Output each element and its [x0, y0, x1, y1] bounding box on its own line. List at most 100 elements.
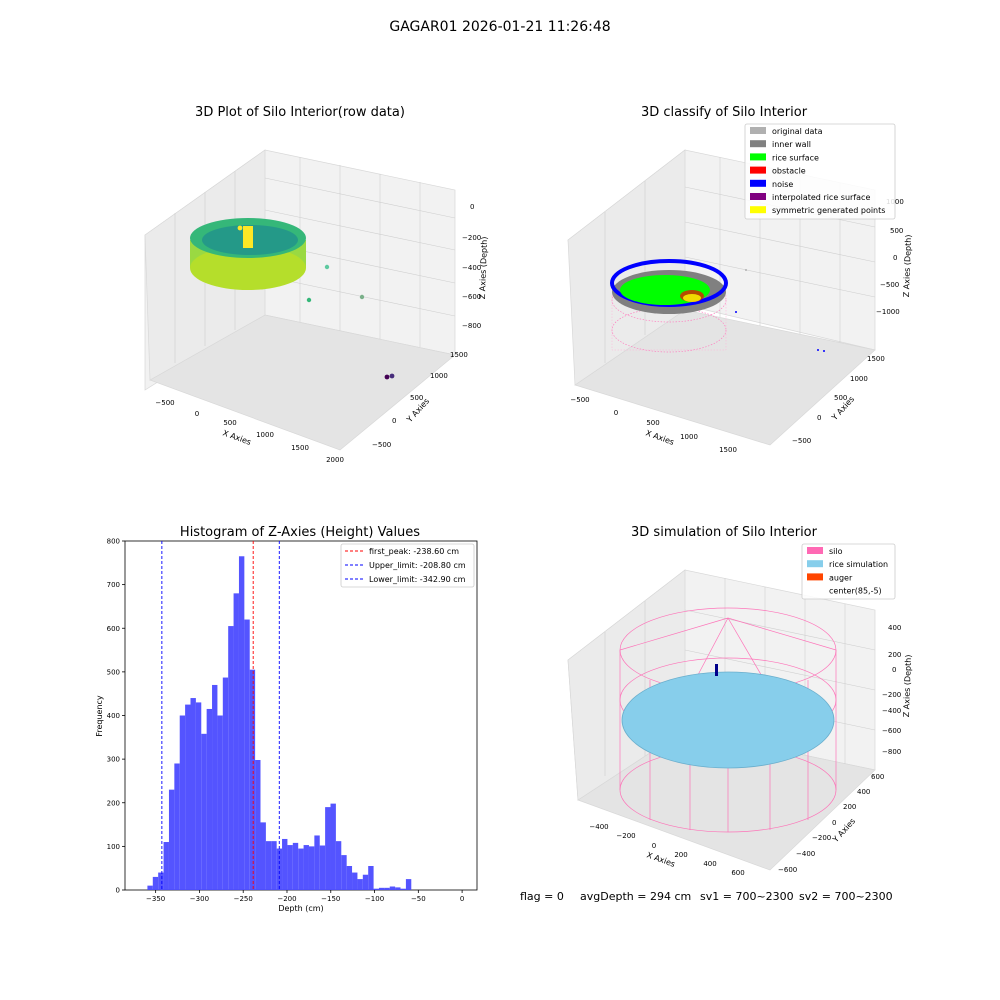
- histogram-bar: [174, 763, 180, 890]
- footer-flag: flag = 0: [520, 890, 564, 903]
- histogram-bar: [185, 704, 191, 890]
- panel4-legend-swatch: [806, 586, 824, 595]
- histogram-bar: [147, 885, 153, 890]
- panel2-legend-label: noise: [772, 180, 793, 189]
- histogram-bars: [147, 556, 412, 890]
- histogram-bar: [168, 789, 175, 890]
- panel2-ztick: −500: [880, 281, 899, 289]
- panel3-legend-box: [340, 543, 475, 588]
- panel4-ytick: 400: [857, 788, 870, 796]
- histogram-legend-label: Lower_limit: -342.90 cm: [369, 575, 466, 584]
- panel2-legend-swatch: [750, 153, 766, 161]
- histogram-bar: [368, 866, 374, 890]
- panel1-xtick: 1000: [256, 431, 274, 439]
- panel2-xtick: 1500: [719, 446, 737, 454]
- panel4-xlabel: X Axies: [645, 850, 676, 869]
- panel1-xlabel: X Axies: [221, 428, 252, 447]
- histogram-bar: [357, 879, 363, 890]
- panel4-ztick: 200: [888, 651, 901, 659]
- histogram-x-tick-label: −300: [190, 895, 209, 903]
- histogram-bar: [405, 879, 412, 890]
- panel4-ytick: −400: [796, 850, 815, 858]
- histogram-bar: [276, 848, 283, 890]
- panel3-ylabel: Frequency: [95, 695, 104, 737]
- panel1-ytick: 500: [410, 394, 423, 402]
- histogram-x-tick-label: 0: [460, 895, 464, 903]
- histogram-y-tick-label: 400: [107, 712, 120, 720]
- panel4-ytick: −600: [778, 866, 797, 874]
- panel4-ytick: 0: [832, 819, 836, 827]
- panel2-ytick: −500: [792, 437, 811, 445]
- panel-raw-data: 3D Plot of Silo Interior(row data): [144, 105, 489, 464]
- panel2-point-cloud: [610, 259, 825, 353]
- panel1-xtick: 2000: [326, 456, 344, 464]
- histogram-bar: [271, 841, 277, 890]
- histogram-y-tick-label: 700: [107, 581, 120, 589]
- panel1-ytick: 0: [392, 417, 396, 425]
- histogram-bar: [314, 835, 320, 890]
- panel4-legend-label: silo: [829, 547, 843, 556]
- panel1-outlier-4: [384, 374, 390, 380]
- panel4-legend-swatch: [807, 573, 823, 581]
- silo-roof-line: [619, 617, 729, 651]
- panel4-legend: silo rice simulation auger center(85,-5): [801, 543, 896, 600]
- panel4-legend-label: rice simulation: [829, 560, 888, 569]
- footer-sv2: sv2 = 700~2300: [799, 890, 893, 903]
- panel1-point-cloud: [190, 218, 395, 380]
- panel2-legend-label: interpolated rice surface: [772, 193, 870, 202]
- silo-roof-line: [727, 617, 837, 651]
- panel1-tick-labels: −500 0 500 1000 1500 2000 −500 0 500 100…: [155, 203, 481, 464]
- histogram-y-ticks: 0 100 200 300 400 500 600 700 800: [107, 538, 125, 895]
- panel4-legend-swatch: [807, 547, 823, 554]
- panel2-legend-swatch: [750, 127, 766, 134]
- panel2-symmetric-points: [683, 294, 701, 302]
- panel1-outlier-5: [389, 373, 395, 379]
- panel-classify: 3D classify of Silo Interior: [567, 105, 913, 454]
- histogram-bar: [330, 803, 336, 890]
- histogram-bar: [373, 888, 379, 890]
- histogram-bar: [362, 874, 369, 890]
- rice-simulation-surface: [621, 671, 835, 769]
- histogram-bar: [298, 848, 304, 890]
- panel4-zlabel: Z Axies (Depth): [902, 654, 913, 717]
- histogram-bar: [308, 846, 315, 890]
- histogram-bar: [217, 715, 223, 890]
- panel2-legend-box: [744, 123, 896, 220]
- panel4-ytick: −200: [812, 834, 831, 842]
- panel4-ztick: −400: [882, 707, 901, 715]
- histogram-bar: [163, 842, 169, 890]
- panel2-xtick: 1000: [680, 433, 698, 441]
- panel1-xtick: 500: [223, 419, 236, 427]
- panel4-ytick: 600: [871, 773, 884, 781]
- panel4-legend-label: center(85,-5): [829, 587, 882, 596]
- histogram-bar: [384, 887, 390, 890]
- panel3-legend: first_peak: -238.60 cm Upper_limit: -208.…: [340, 543, 475, 588]
- panel1-outlier-2: [359, 294, 365, 300]
- panel-simulation: 3D simulation of Silo Interior: [567, 525, 913, 877]
- histogram-bar: [303, 845, 309, 890]
- auger-marker: [715, 664, 718, 676]
- panel2-tick-labels: −500 0 500 1000 1500 −500 0 500 1000 150…: [570, 198, 903, 454]
- panel1-bright-object: [243, 226, 253, 248]
- panel2-legend-label: original data: [772, 127, 823, 136]
- histogram-bar: [400, 888, 406, 890]
- histogram-bar: [244, 619, 250, 890]
- panel4-ztick: −200: [882, 691, 901, 699]
- histogram-bar: [395, 887, 401, 890]
- panel1-ztick: −200: [462, 234, 481, 242]
- histogram-legend-label: Upper_limit: -208.80 cm: [369, 561, 466, 570]
- histogram-bar: [352, 872, 358, 890]
- histogram-bar: [195, 702, 202, 890]
- panel1-ztick: −800: [462, 322, 481, 330]
- panel4-ztick: 0: [892, 666, 896, 674]
- histogram-bar: [335, 841, 342, 890]
- panel4-ztick: −600: [882, 727, 901, 735]
- histogram-bar: [255, 759, 261, 890]
- histogram-bar: [206, 708, 213, 890]
- panel3-legend-items: first_peak: -238.60 cm Upper_limit: -208.…: [345, 547, 466, 584]
- histogram-bar: [292, 842, 299, 890]
- panel1-ztick: −600: [462, 293, 481, 301]
- panel2-ztick: 0: [893, 254, 897, 262]
- panel2-legend-swatch: [750, 179, 766, 187]
- panel4-xtick: −200: [616, 832, 635, 840]
